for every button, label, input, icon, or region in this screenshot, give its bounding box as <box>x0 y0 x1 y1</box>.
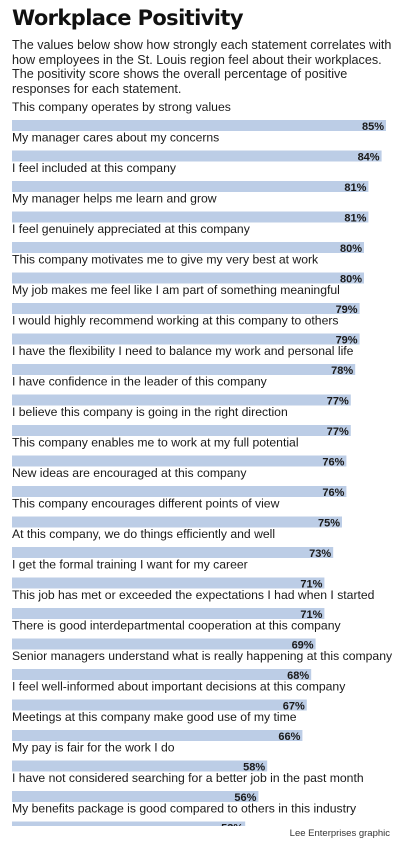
value-label: 71% <box>300 579 322 591</box>
bar-chart: This company operates by strong values 85… <box>12 100 393 827</box>
bar <box>12 455 347 467</box>
value-label: 77% <box>327 396 349 408</box>
value-label: 79% <box>336 335 358 347</box>
category-label: I believe this company is going in the r… <box>12 405 288 419</box>
bar <box>12 272 364 284</box>
category-label: My manager helps me learn and grow <box>12 192 217 206</box>
category-label: There is good interdepartmental cooperat… <box>12 619 341 633</box>
bar <box>12 821 246 826</box>
value-label: 80% <box>340 243 362 255</box>
category-label: I feel well-informed about important dec… <box>12 680 346 694</box>
value-label: 58% <box>243 762 265 774</box>
category-label: I have not considered searching for a be… <box>12 771 364 785</box>
category-label: I feel included at this company <box>12 161 177 175</box>
value-label: 81% <box>344 182 366 194</box>
category-label: This company operates by strong values <box>12 100 231 114</box>
value-label: 81% <box>344 213 366 225</box>
category-label: I have the flexibility I need to balance… <box>12 344 354 358</box>
bar <box>12 699 307 711</box>
bar <box>12 730 303 741</box>
chart-title: Workplace Positivity <box>12 6 244 30</box>
category-label: At this company, we do things efficientl… <box>12 527 275 541</box>
bar <box>12 394 351 406</box>
bar <box>12 303 360 314</box>
value-label: 56% <box>234 792 256 804</box>
bar <box>12 150 382 162</box>
category-label: My benefits package is good compared to … <box>12 802 357 816</box>
category-label: I feel genuinely appreciated at this com… <box>12 222 251 236</box>
category-label: I get the formal training I want for my … <box>12 558 248 572</box>
source-credit: Lee Enterprises graphic <box>289 828 390 839</box>
bar <box>12 333 360 345</box>
value-label: 84% <box>358 152 380 164</box>
bar <box>12 364 356 375</box>
category-label: This company encourages different points… <box>12 497 280 511</box>
bar <box>12 181 369 192</box>
category-label: My job makes me feel like I am part of s… <box>12 283 340 297</box>
bar <box>12 211 369 223</box>
value-label: 76% <box>322 487 344 499</box>
value-label: 78% <box>331 365 353 377</box>
value-label: 68% <box>287 670 309 682</box>
bar <box>12 791 259 802</box>
category-label: My manager cares about my concerns <box>12 131 219 145</box>
category-label: I have confidence in the leader of this … <box>12 375 268 389</box>
value-label: 71% <box>300 609 322 621</box>
bar <box>12 577 325 589</box>
bar <box>12 547 334 558</box>
value-label: 77% <box>327 426 349 438</box>
value-label: 66% <box>278 731 300 743</box>
value-label: 67% <box>283 701 305 713</box>
bar <box>12 516 342 528</box>
category-label: Meetings at this company make good use o… <box>12 710 297 724</box>
bar <box>12 669 312 680</box>
chart-subtitle: The values below show how strongly each … <box>12 38 392 96</box>
value-label: 76% <box>322 457 344 469</box>
value-label: 80% <box>340 274 362 286</box>
bar <box>12 638 316 650</box>
category-label: My pay is fair for the work I do <box>12 741 175 755</box>
value-label: 79% <box>336 304 358 316</box>
category-label: This company enables me to work at my fu… <box>12 436 299 450</box>
category-label: This company motivates me to give my ver… <box>12 253 319 267</box>
value-label: 75% <box>318 518 340 530</box>
category-label: Senior managers understand what is reall… <box>12 649 393 663</box>
value-label: 69% <box>292 640 314 652</box>
category-label: New ideas are encouraged at this company <box>12 466 247 480</box>
category-label: This job has met or exceeded the expecta… <box>12 588 374 602</box>
bar <box>12 425 351 436</box>
category-label: I would highly recommend working at this… <box>12 314 339 328</box>
bar <box>12 242 364 253</box>
value-label: 73% <box>309 548 331 560</box>
bar <box>12 760 268 772</box>
value-label: 85% <box>362 121 384 133</box>
value-label: 53% <box>221 823 243 827</box>
bar <box>12 608 325 619</box>
bar <box>12 486 347 497</box>
bar <box>12 120 386 131</box>
